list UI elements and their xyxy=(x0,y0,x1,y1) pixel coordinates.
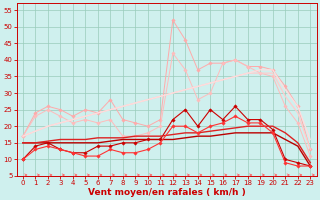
X-axis label: Vent moyen/en rafales ( km/h ): Vent moyen/en rafales ( km/h ) xyxy=(88,188,245,197)
